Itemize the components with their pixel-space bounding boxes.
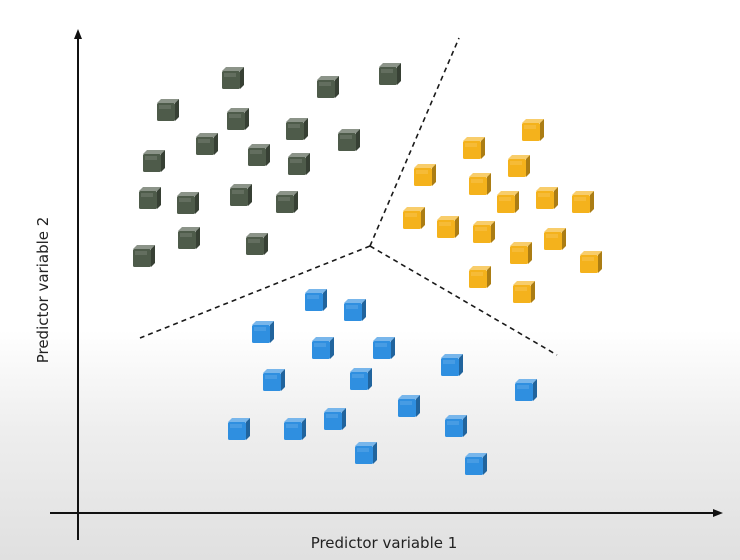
y-axis-label: Predictor variable 2: [34, 217, 52, 364]
green-cube: [286, 118, 308, 140]
green-cube: [196, 133, 218, 155]
green-cube: [276, 191, 298, 213]
green-cube: [288, 153, 310, 175]
yellow-cube: [580, 251, 602, 273]
data-points: [133, 63, 602, 475]
yellow-cube: [572, 191, 594, 213]
blue-cube: [465, 453, 487, 475]
green-cube: [222, 67, 244, 89]
blue-cube: [515, 379, 537, 401]
green-cube: [227, 108, 249, 130]
x-axis-label: Predictor variable 1: [311, 534, 458, 552]
yellow-cube: [469, 266, 491, 288]
blue-cube: [263, 369, 285, 391]
green-cube: [177, 192, 199, 214]
green-cube: [379, 63, 401, 85]
boundary-line: [369, 37, 460, 247]
blue-cube: [228, 418, 250, 440]
blue-cube: [350, 368, 372, 390]
blue-cube: [324, 408, 346, 430]
blue-cube: [344, 299, 366, 321]
blue-cube: [252, 321, 274, 343]
yellow-cube: [544, 228, 566, 250]
green-cube: [248, 144, 270, 166]
boundary-line: [369, 245, 558, 356]
yellow-cube: [510, 242, 532, 264]
yellow-cube: [437, 216, 459, 238]
blue-cube: [312, 337, 334, 359]
decision-boundaries: [139, 37, 558, 356]
yellow-cube: [508, 155, 530, 177]
green-cube: [143, 150, 165, 172]
blue-cube: [373, 337, 395, 359]
blue-cube: [284, 418, 306, 440]
green-cube: [178, 227, 200, 249]
blue-cube: [445, 415, 467, 437]
green-cube: [230, 184, 252, 206]
green-cube: [157, 99, 179, 121]
blue-cube: [355, 442, 377, 464]
green-cube: [133, 245, 155, 267]
yellow-cube: [522, 119, 544, 141]
yellow-cube: [536, 187, 558, 209]
blue-cube: [441, 354, 463, 376]
yellow-cube: [414, 164, 436, 186]
green-cube: [317, 76, 339, 98]
blue-cube: [305, 289, 327, 311]
blue-cube: [398, 395, 420, 417]
green-cube: [338, 129, 360, 151]
yellow-cube: [463, 137, 485, 159]
yellow-cube: [497, 191, 519, 213]
green-cube: [246, 233, 268, 255]
yellow-cube: [473, 221, 495, 243]
yellow-cube: [403, 207, 425, 229]
yellow-cube: [469, 173, 491, 195]
green-cube: [139, 187, 161, 209]
yellow-cube: [513, 281, 535, 303]
